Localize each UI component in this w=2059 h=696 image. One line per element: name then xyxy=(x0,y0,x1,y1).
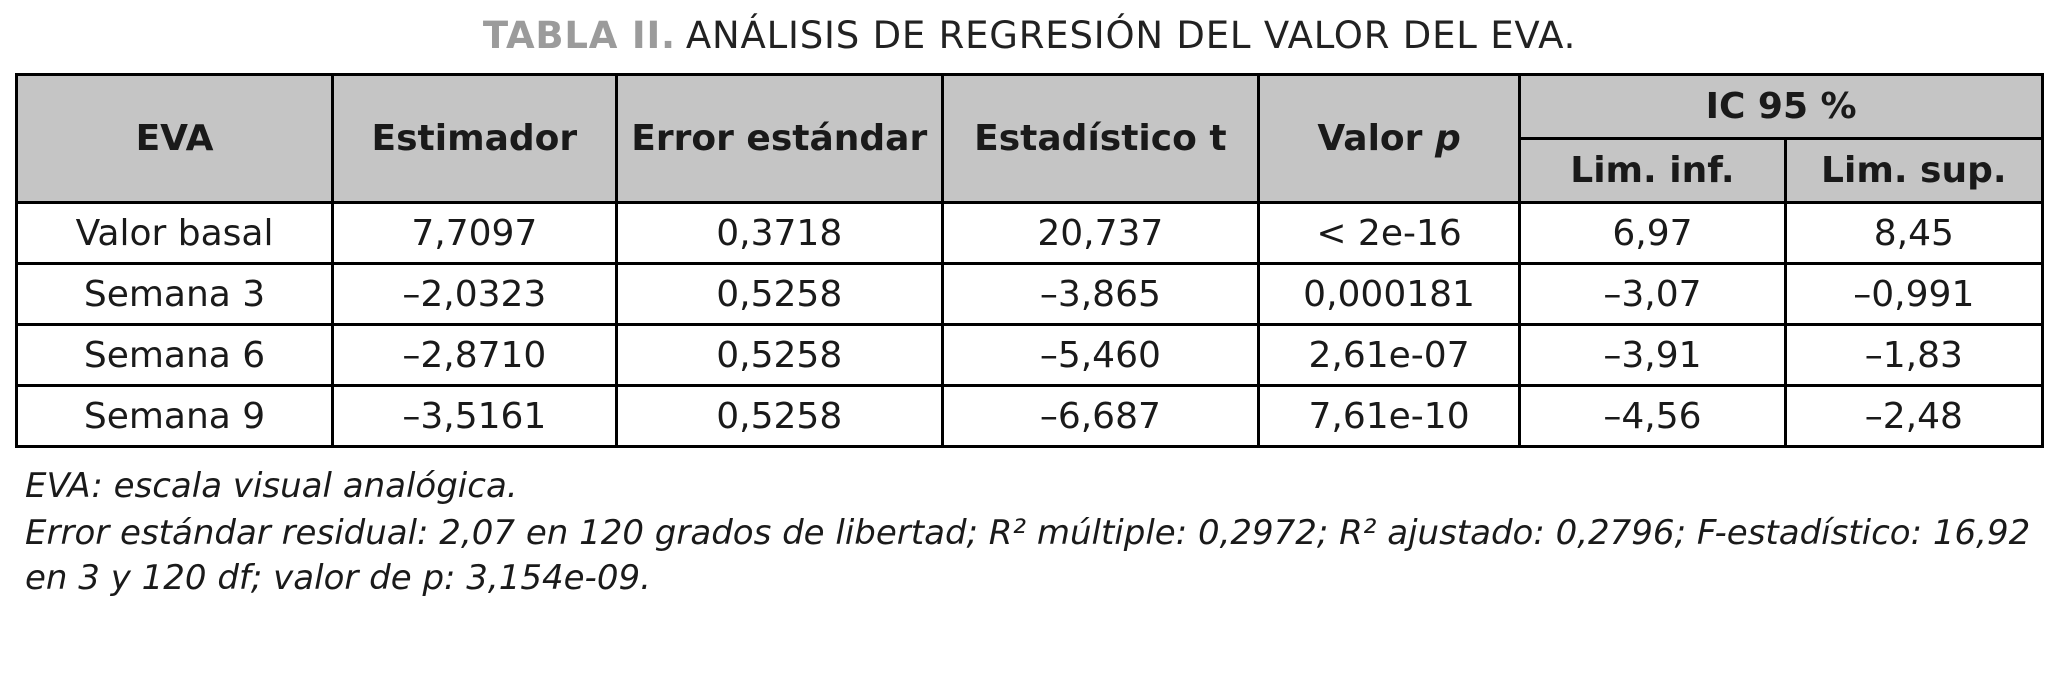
page: TABLA II. ANÁLISIS DE REGRESIÓN DEL VALOR… xyxy=(14,14,2045,601)
table-cell: 20,737 xyxy=(940,201,1260,265)
table-cell: –3,865 xyxy=(940,262,1260,326)
header-cell-error-estandar: Error estándar xyxy=(614,73,944,204)
header-cell-valor-p: Valor p xyxy=(1256,73,1522,204)
footnote-model-statistics: Error estándar residual: 2,07 en 120 gra… xyxy=(25,512,2031,598)
table-title: TABLA II. ANÁLISIS DE REGRESIÓN DEL VALOR… xyxy=(15,14,2044,57)
header-row-2: Lim. inf. Lim. sup. xyxy=(17,137,2045,204)
table-row-semana-9: Semana 9 –3,5161 0,5258 –6,687 7,61e-10 … xyxy=(14,384,2045,448)
header-row-1: EVA Estimador Error estándar Estadístico… xyxy=(14,73,2044,204)
table-row-valor-basal: Valor basal 7,7097 0,3718 20,737 < 2e-16… xyxy=(14,201,2045,265)
table-cell: –0,991 xyxy=(1783,262,2045,326)
table-cell: 0,3718 xyxy=(614,201,944,265)
table-cell: –2,48 xyxy=(1783,384,2045,448)
row-label: Semana 9 xyxy=(14,384,335,448)
table-row-semana-6: Semana 6 –2,8710 0,5258 –5,460 2,61e-07 … xyxy=(14,323,2045,387)
table-cell: 0,5258 xyxy=(614,384,944,448)
regression-table: EVA Estimador Error estándar Estadístico… xyxy=(14,73,2045,448)
header-cell-estadistico-t: Estadístico t xyxy=(940,73,1260,204)
table-cell: 0,000181 xyxy=(1256,262,1522,326)
table-cell: < 2e-16 xyxy=(1256,201,1522,265)
row-label: Valor basal xyxy=(14,201,335,265)
header-valor-label: Valor xyxy=(1317,118,1423,159)
table-cell: –2,8710 xyxy=(331,323,618,387)
table-cell: –2,0323 xyxy=(331,262,618,326)
table-cell: 7,61e-10 xyxy=(1256,384,1522,448)
table-cell: –3,5161 xyxy=(331,384,618,448)
table-cell: 8,45 xyxy=(1783,201,2045,265)
table-title-text: ANÁLISIS DE REGRESIÓN DEL VALOR DEL EVA. xyxy=(685,14,1577,57)
table-cell: 2,61e-07 xyxy=(1256,323,1522,387)
table-cell: 7,7097 xyxy=(331,201,618,265)
table-footnotes: EVA: escala visual analógica. Error está… xyxy=(15,464,2035,601)
row-label: Semana 3 xyxy=(14,262,335,326)
table-cell: –1,83 xyxy=(1783,323,2045,387)
header-cell-lim-sup: Lim. sup. xyxy=(1783,137,2045,204)
table-cell: –6,687 xyxy=(940,384,1260,448)
header-cell-estimador: Estimador xyxy=(331,73,618,204)
table-header: EVA Estimador Error estándar Estadístico… xyxy=(14,73,2045,204)
table-cell: –5,460 xyxy=(940,323,1260,387)
table-row-semana-3: Semana 3 –2,0323 0,5258 –3,865 0,000181 … xyxy=(14,262,2045,326)
header-cell-lim-inf: Lim. inf. xyxy=(1518,137,1787,204)
table-cell: –3,07 xyxy=(1518,262,1787,326)
footnote-eva-definition: EVA: escala visual analógica. xyxy=(25,466,518,506)
header-p-label: p xyxy=(1434,118,1461,159)
table-cell: 6,97 xyxy=(1518,201,1787,265)
header-cell-ic95: IC 95 % xyxy=(1518,73,2044,140)
table-cell: 0,5258 xyxy=(614,323,944,387)
row-label: Semana 6 xyxy=(14,323,335,387)
table-cell: –4,56 xyxy=(1518,384,1787,448)
header-cell-eva: EVA xyxy=(14,73,335,204)
table-body: Valor basal 7,7097 0,3718 20,737 < 2e-16… xyxy=(14,201,2045,448)
table-cell: –3,91 xyxy=(1518,323,1787,387)
table-title-label: TABLA II. xyxy=(482,14,676,57)
table-cell: 0,5258 xyxy=(614,262,944,326)
